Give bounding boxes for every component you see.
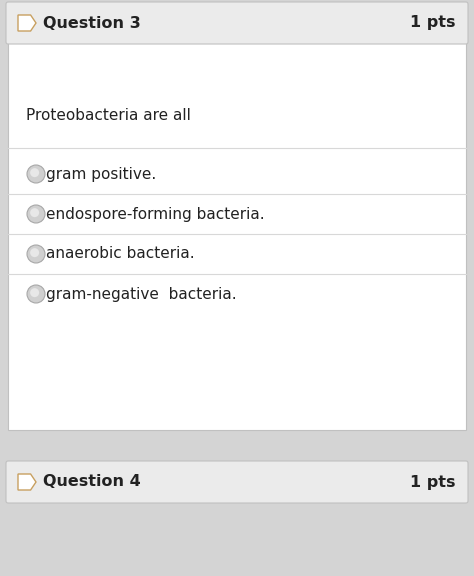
Ellipse shape <box>27 165 45 183</box>
Text: 1 pts: 1 pts <box>410 475 456 490</box>
Text: Question 3: Question 3 <box>43 16 141 31</box>
FancyBboxPatch shape <box>6 461 468 503</box>
Text: Question 4: Question 4 <box>43 475 141 490</box>
Ellipse shape <box>30 208 39 217</box>
Text: 1 pts: 1 pts <box>410 16 456 31</box>
Text: Proteobacteria are all: Proteobacteria are all <box>26 108 191 123</box>
Text: gram-negative  bacteria.: gram-negative bacteria. <box>46 286 237 301</box>
Ellipse shape <box>30 248 39 257</box>
Polygon shape <box>18 474 36 490</box>
Ellipse shape <box>27 285 45 303</box>
Text: gram positive.: gram positive. <box>46 166 156 181</box>
Ellipse shape <box>30 168 39 177</box>
Ellipse shape <box>27 245 45 263</box>
Polygon shape <box>18 15 36 31</box>
Ellipse shape <box>30 288 39 297</box>
FancyBboxPatch shape <box>8 42 466 430</box>
Text: anaerobic bacteria.: anaerobic bacteria. <box>46 247 195 262</box>
FancyBboxPatch shape <box>6 2 468 44</box>
Ellipse shape <box>27 205 45 223</box>
Text: endospore-forming bacteria.: endospore-forming bacteria. <box>46 207 264 222</box>
